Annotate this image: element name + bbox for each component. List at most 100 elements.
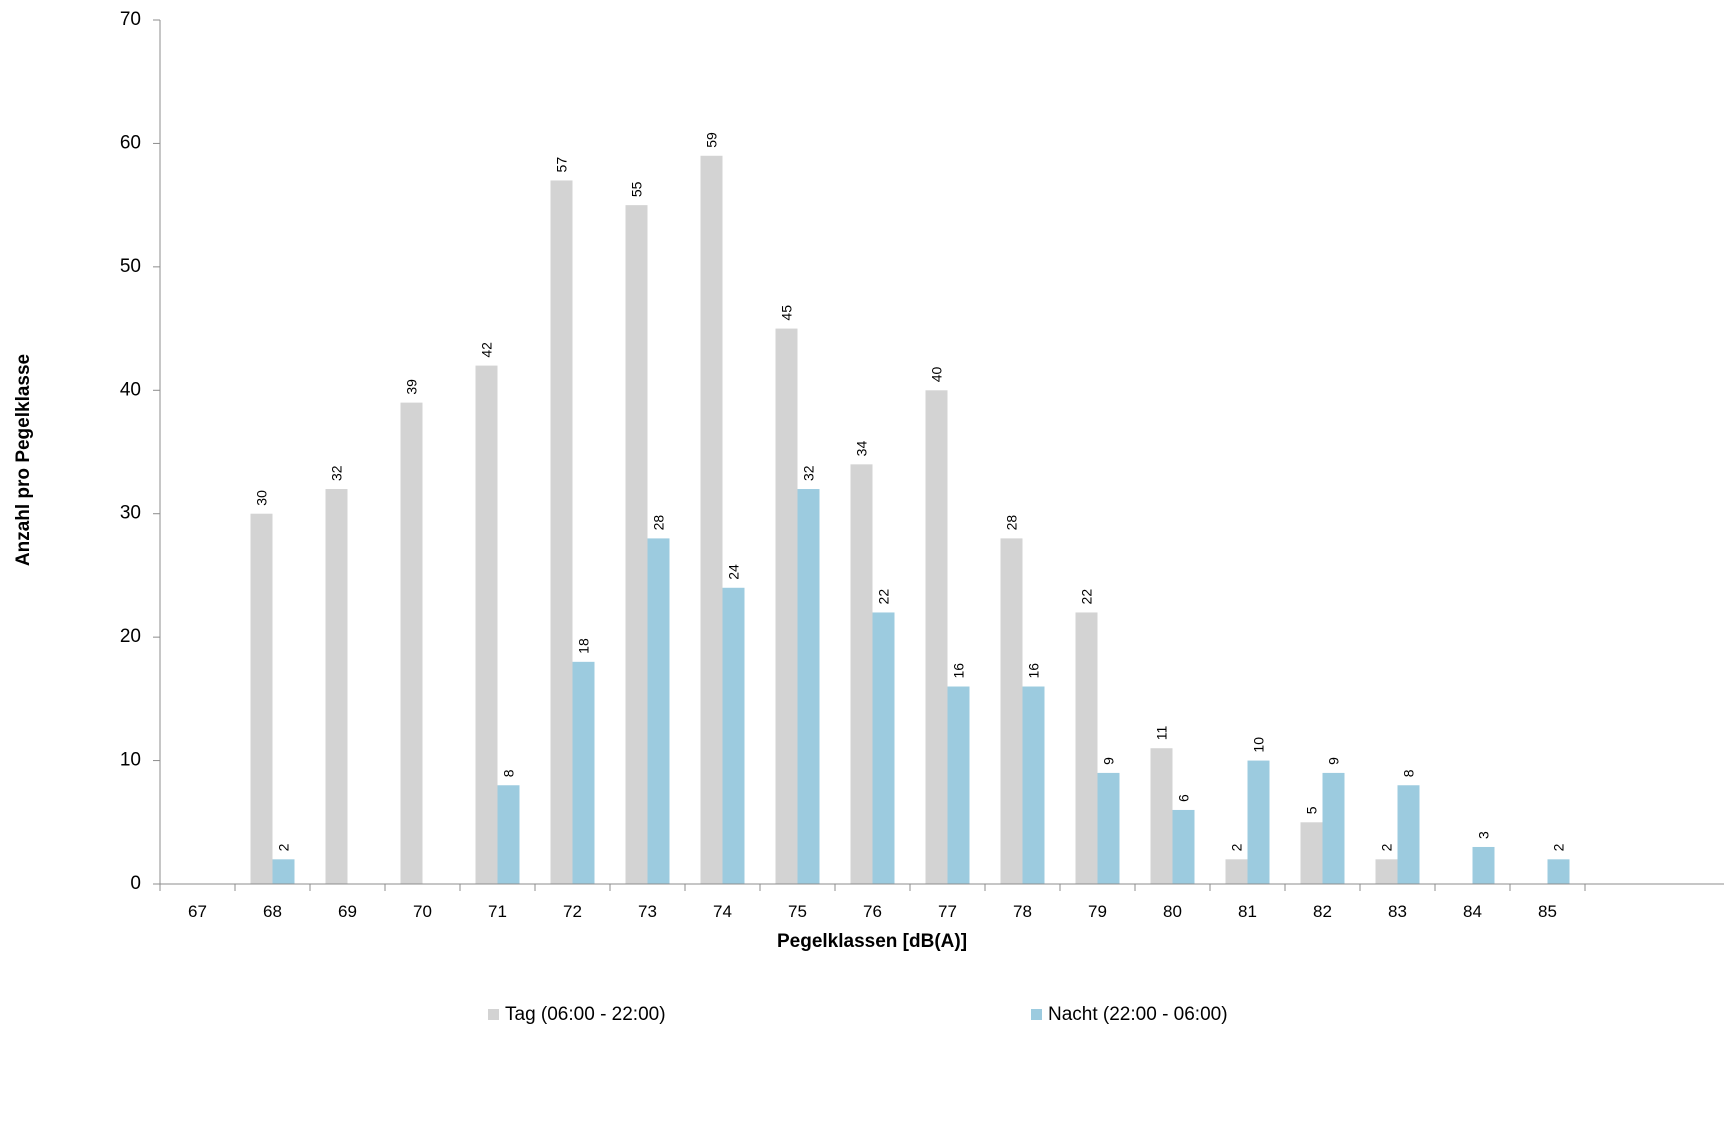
bar-nacht — [647, 538, 670, 884]
data-label: 9 — [1101, 757, 1117, 765]
data-label: 2 — [276, 843, 292, 851]
data-label: 22 — [876, 589, 892, 605]
data-label: 40 — [929, 366, 945, 382]
data-label: 5 — [1304, 806, 1320, 814]
bar-tag — [775, 328, 798, 885]
bar-tag — [925, 390, 948, 884]
bar-nacht — [1022, 686, 1045, 884]
y-tick-label: 0 — [130, 873, 141, 894]
data-label: 22 — [1079, 589, 1095, 605]
x-tick-label: 75 — [788, 902, 807, 921]
data-label: 18 — [576, 638, 592, 654]
bar-tag — [625, 205, 648, 885]
bar-tag — [1225, 859, 1248, 884]
bar-tag — [1375, 859, 1398, 884]
data-label: 16 — [951, 663, 967, 679]
legend-swatch-nacht — [1031, 1009, 1042, 1020]
legend-label-tag: Tag (06:00 - 22:00) — [505, 1004, 666, 1025]
x-tick-label: 72 — [563, 902, 582, 921]
axes-layer — [159, 20, 1724, 885]
x-tick-label: 76 — [863, 902, 882, 921]
bar-nacht — [1097, 772, 1120, 884]
bar-tag — [400, 402, 423, 884]
data-label: 6 — [1176, 794, 1192, 802]
x-tick-label: 81 — [1238, 902, 1257, 921]
data-label: 10 — [1251, 737, 1267, 753]
x-tick-label: 83 — [1388, 902, 1407, 921]
bar-tag — [475, 365, 498, 885]
bar-nacht — [572, 661, 595, 884]
x-tick-label: 73 — [638, 902, 657, 921]
x-tick-label: 70 — [413, 902, 432, 921]
x-tick-label: 84 — [1463, 902, 1482, 921]
x-tick-label: 67 — [188, 902, 207, 921]
y-tick-label: 40 — [120, 379, 141, 400]
data-label: 28 — [651, 515, 667, 531]
y-tick-label: 70 — [120, 9, 141, 30]
x-axis-title: Pegelklassen [dB(A)] — [777, 931, 967, 952]
data-label: 2 — [1379, 843, 1395, 851]
bar-nacht — [797, 489, 820, 884]
x-tick-label: 69 — [338, 902, 357, 921]
bar-nacht — [947, 686, 970, 884]
bar-nacht — [722, 587, 745, 884]
data-label: 28 — [1004, 515, 1020, 531]
bar-nacht — [272, 859, 295, 884]
bars-layer — [250, 155, 1570, 885]
bar-nacht — [1547, 859, 1570, 884]
bar-tag — [1150, 748, 1173, 884]
bar-tag — [1300, 822, 1323, 884]
data-label: 57 — [554, 157, 570, 173]
bar-tag — [1000, 538, 1023, 884]
x-tick-label: 79 — [1088, 902, 1107, 921]
bar-tag — [550, 180, 573, 884]
x-tick-label: 68 — [263, 902, 282, 921]
bar-tag — [250, 513, 273, 884]
data-label: 8 — [501, 769, 517, 777]
y-tick-label: 20 — [120, 626, 141, 647]
data-label: 34 — [854, 441, 870, 457]
legend: Tag (06:00 - 22:00) Nacht (22:00 - 06:00… — [488, 1004, 1228, 1025]
data-label: 2 — [1229, 843, 1245, 851]
data-label: 8 — [1401, 769, 1417, 777]
data-label: 16 — [1026, 663, 1042, 679]
bar-nacht — [1172, 809, 1195, 884]
bar-tag — [325, 489, 348, 884]
bar-nacht — [1472, 846, 1495, 884]
x-tick-label: 78 — [1013, 902, 1032, 921]
legend-label-nacht: Nacht (22:00 - 06:00) — [1048, 1004, 1228, 1025]
data-label: 3 — [1476, 831, 1492, 839]
data-label: 39 — [404, 379, 420, 395]
x-tick-label: 74 — [713, 902, 732, 921]
data-label: 2 — [1551, 843, 1567, 851]
bar-nacht — [497, 785, 520, 884]
bar-nacht — [1397, 785, 1420, 884]
bar-tag — [1075, 612, 1098, 884]
data-label: 30 — [254, 490, 270, 506]
x-tick-label: 71 — [488, 902, 507, 921]
data-label: 9 — [1326, 757, 1342, 765]
legend-swatch-tag — [488, 1009, 499, 1020]
y-axis-title: Anzahl pro Pegelklasse — [13, 354, 34, 566]
bar-tag — [700, 155, 723, 884]
y-tick-label: 60 — [120, 132, 141, 153]
bar-nacht — [872, 612, 895, 884]
y-tick-label: 50 — [120, 256, 141, 277]
data-label: 59 — [704, 132, 720, 148]
data-label: 45 — [779, 305, 795, 321]
data-label: 55 — [629, 181, 645, 197]
data-label: 32 — [329, 465, 345, 481]
data-label: 42 — [479, 342, 495, 358]
bar-nacht — [1322, 772, 1345, 884]
value-labels-layer: 3032394257555945344028221125228182824322… — [254, 132, 1567, 851]
data-label: 11 — [1154, 725, 1170, 740]
x-tick-label: 77 — [938, 902, 957, 921]
y-tick-label: 30 — [120, 503, 141, 524]
x-tick-label: 85 — [1538, 902, 1557, 921]
y-tick-label: 10 — [120, 750, 141, 771]
x-tick-label: 82 — [1313, 902, 1332, 921]
bar-nacht — [1247, 760, 1270, 884]
x-tick-label: 80 — [1163, 902, 1182, 921]
